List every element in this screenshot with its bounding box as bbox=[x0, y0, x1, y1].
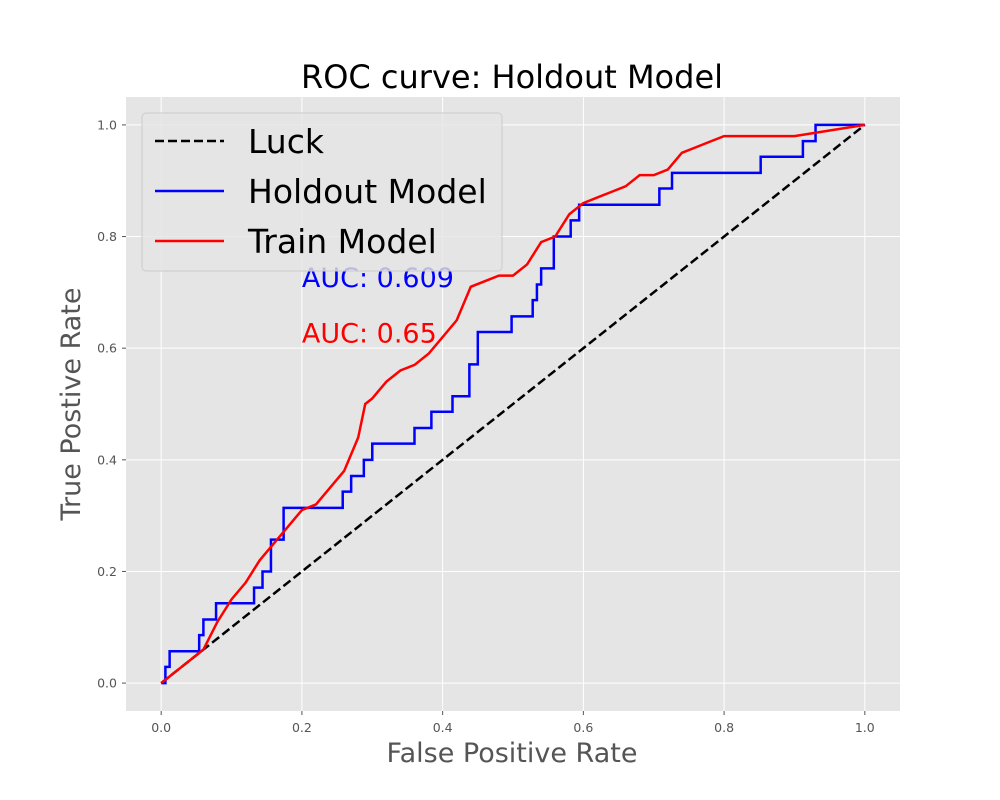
y-tick-label: 1.0 bbox=[97, 117, 117, 132]
series-line-train-model bbox=[160, 123, 866, 685]
y-tick-label: 0.2 bbox=[97, 564, 117, 579]
x-tick-label: 0.6 bbox=[573, 720, 593, 735]
y-axis-label: True Postive Rate bbox=[56, 287, 87, 521]
x-tick-label: 0.0 bbox=[151, 720, 171, 735]
y-tick-label: 0.8 bbox=[97, 229, 117, 244]
series-line-luck bbox=[160, 123, 866, 685]
legend-label: Holdout Model bbox=[248, 172, 487, 211]
y-tick-label: 0.6 bbox=[97, 341, 117, 356]
legend: Luck Holdout Model Train Model bbox=[141, 112, 503, 272]
x-tick-label: 0.4 bbox=[433, 720, 453, 735]
x-tick-label: 1.0 bbox=[855, 720, 875, 735]
y-tick-label: 0.4 bbox=[97, 452, 117, 467]
x-axis-ticks: 0.0 0.2 0.4 0.6 0.8 1.0 bbox=[151, 711, 875, 735]
series-lines bbox=[160, 123, 866, 685]
x-axis-label: False Positive Rate bbox=[387, 738, 638, 769]
x-tick-label: 0.2 bbox=[292, 720, 312, 735]
y-tick-label: 0.0 bbox=[97, 676, 117, 691]
auc-annotation: AUC: 0.65 bbox=[302, 319, 437, 350]
legend-box bbox=[141, 112, 503, 272]
legend-label: Luck bbox=[248, 122, 325, 161]
legend-label: Train Model bbox=[247, 222, 437, 261]
series-line-holdout-model bbox=[161, 123, 865, 685]
chart-title: ROC curve: Holdout Model bbox=[301, 58, 723, 96]
x-tick-label: 0.8 bbox=[714, 720, 734, 735]
y-axis-ticks: 0.0 0.2 0.4 0.6 0.8 1.0 bbox=[97, 117, 126, 691]
